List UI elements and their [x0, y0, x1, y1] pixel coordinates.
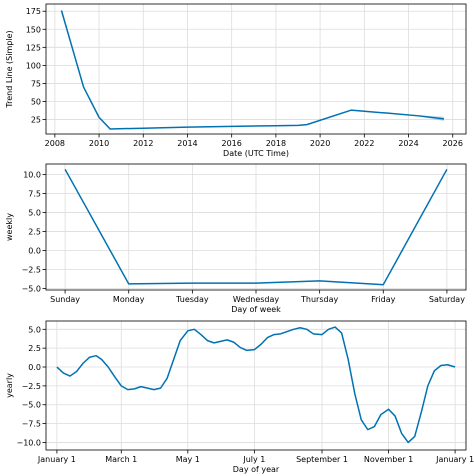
- x-tick-label: 2020: [310, 139, 330, 148]
- x-tick-label: Wednesday: [233, 295, 280, 304]
- x-tick-label: 2014: [177, 139, 197, 148]
- y-tick-label: 175: [26, 7, 41, 16]
- x-tick-label: 2016: [222, 139, 242, 148]
- y-tick-label: 0.0: [28, 247, 41, 256]
- x-axis-label: Day of year: [233, 465, 280, 474]
- y-tick-label: −5.0: [22, 284, 41, 293]
- x-tick-label: September 1: [296, 455, 348, 464]
- y-tick-label: 5.0: [28, 209, 41, 218]
- x-axis-label: Date (UTC Time): [223, 149, 289, 158]
- x-tick-label: 2024: [398, 139, 418, 148]
- series-line: [56, 326, 456, 444]
- x-tick-label: 2008: [45, 139, 65, 148]
- x-tick-label: May 1: [176, 455, 200, 464]
- y-tick-label: 50: [31, 98, 41, 107]
- y-tick-label: 0.0: [28, 363, 41, 372]
- x-tick-label: 2018: [266, 139, 286, 148]
- x-tick-label: July 1: [242, 455, 265, 464]
- x-tick-label: Thursday: [300, 295, 338, 304]
- y-tick-label: 7.5: [28, 190, 41, 199]
- x-tick-label: January 1: [435, 455, 474, 464]
- y-tick-label: −2.5: [22, 382, 41, 391]
- series-line: [64, 168, 448, 286]
- y-tick-label: −2.5: [22, 266, 41, 275]
- y-tick-label: −7.5: [22, 420, 41, 429]
- y-tick-label: 125: [26, 43, 41, 52]
- x-axis-label: Day of week: [231, 305, 281, 314]
- y-axis-label: yearly: [5, 373, 14, 398]
- x-tick-label: 2026: [443, 139, 463, 148]
- y-tick-label: 5.0: [28, 325, 41, 334]
- y-tick-label: −10.0: [16, 438, 41, 447]
- x-tick-label: 2010: [89, 139, 109, 148]
- y-tick-label: 25: [31, 116, 41, 125]
- y-tick-label: 150: [26, 25, 41, 34]
- y-tick-label: 10.0: [23, 171, 41, 180]
- plot-frame: [45, 3, 467, 135]
- x-tick-label: January 1: [37, 455, 76, 464]
- x-tick-label: Sunday: [50, 295, 80, 304]
- x-tick-label: 2012: [133, 139, 153, 148]
- x-tick-label: March 1: [105, 455, 137, 464]
- y-tick-label: 2.5: [28, 228, 41, 237]
- y-tick-label: 2.5: [28, 344, 41, 353]
- x-tick-label: November 1: [364, 455, 413, 464]
- x-tick-label: Friday: [371, 295, 396, 304]
- y-tick-label: 100: [26, 61, 41, 70]
- x-tick-label: Monday: [113, 295, 145, 304]
- y-tick-label: 75: [31, 79, 41, 88]
- y-tick-label: −5.0: [22, 401, 41, 410]
- series-line: [60, 10, 444, 130]
- x-tick-label: Saturday: [429, 295, 465, 304]
- y-axis-label: weekly: [5, 213, 14, 241]
- x-tick-label: Tuesday: [175, 295, 209, 304]
- x-tick-label: 2022: [354, 139, 374, 148]
- y-axis-label: Trend Line (Simple): [5, 30, 14, 108]
